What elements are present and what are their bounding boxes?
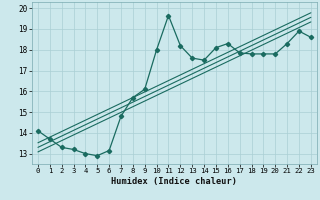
X-axis label: Humidex (Indice chaleur): Humidex (Indice chaleur): [111, 177, 237, 186]
